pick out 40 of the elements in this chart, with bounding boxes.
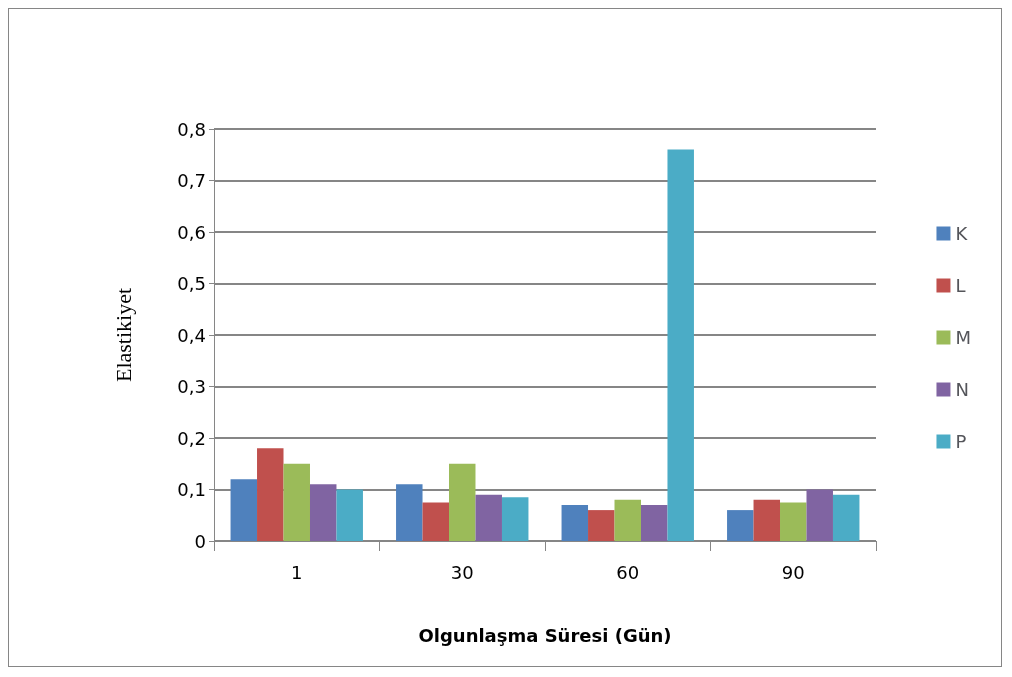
bar: [614, 499, 641, 541]
bar: [588, 510, 615, 541]
x-tick-label: 90: [781, 561, 805, 583]
x-tick-label: 1: [291, 561, 303, 583]
bar: [230, 479, 258, 541]
bar: [309, 484, 337, 541]
bar: [449, 463, 476, 541]
bar: [422, 502, 450, 541]
bar: [257, 448, 284, 541]
bar: [336, 489, 363, 541]
y-tick-label: 0,6: [177, 221, 206, 243]
legend-label: N: [955, 379, 969, 400]
y-tick-label: 0: [194, 530, 206, 552]
bar: [806, 489, 833, 541]
y-tick-label: 0,1: [177, 479, 206, 500]
legend-label: L: [955, 275, 966, 296]
bar: [475, 494, 502, 541]
y-tick-label: 0,4: [177, 324, 206, 346]
x-tick-label: 30: [450, 561, 474, 583]
bar: [832, 494, 860, 541]
legend-label: K: [955, 223, 969, 244]
bar: [396, 484, 423, 541]
legend-label: P: [955, 431, 967, 452]
bar: [501, 497, 529, 541]
bar: [640, 504, 668, 541]
y-tick-label: 0,2: [177, 427, 206, 449]
y-tick-label: 0,3: [177, 376, 206, 397]
bar: [283, 463, 310, 541]
y-axis-title: Elastikiyet: [110, 287, 136, 383]
bar: [727, 510, 754, 541]
bar: [561, 504, 589, 541]
bar: [667, 149, 694, 541]
legend-label: M: [955, 327, 971, 348]
bar: [780, 502, 807, 541]
x-tick-label: 60: [616, 561, 640, 583]
x-axis-title: Olgunlaşma Süresi (Gün): [418, 624, 672, 646]
y-tick-label: 0,7: [177, 170, 206, 191]
y-tick-label: 0,8: [177, 118, 206, 140]
bar: [753, 499, 781, 541]
y-tick-label: 0,5: [177, 273, 206, 294]
